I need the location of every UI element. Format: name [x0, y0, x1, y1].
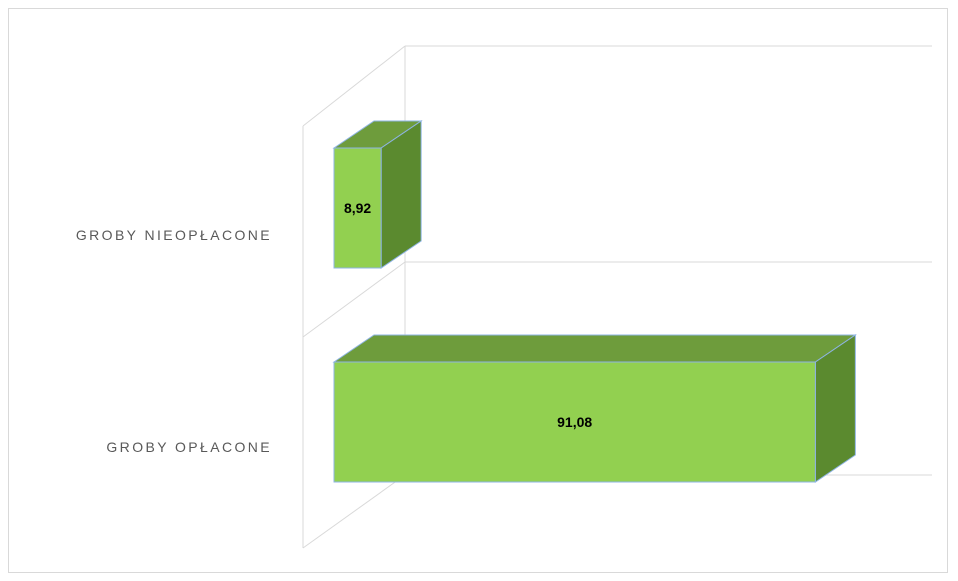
bars: 8,92 91,08 — [332, 120, 857, 483]
bar: 91,08 — [332, 334, 857, 483]
data-label: 91,08 — [557, 414, 592, 430]
bar-front-face — [333, 361, 816, 483]
grid-diagonal — [302, 45, 406, 127]
category-label: GROBY OPŁACONE — [106, 439, 272, 455]
grid-diagonal — [302, 474, 406, 549]
grid-diagonal — [302, 261, 406, 338]
bar-top-face — [332, 334, 857, 363]
data-label: 8,92 — [344, 200, 371, 216]
category-label: GROBY NIEOPŁACONE — [76, 227, 272, 243]
category-labels: GROBY NIEOPŁACONE GROBY OPŁACONE — [76, 227, 272, 455]
bar-front-face — [333, 147, 382, 269]
bar: 8,92 — [332, 120, 423, 269]
